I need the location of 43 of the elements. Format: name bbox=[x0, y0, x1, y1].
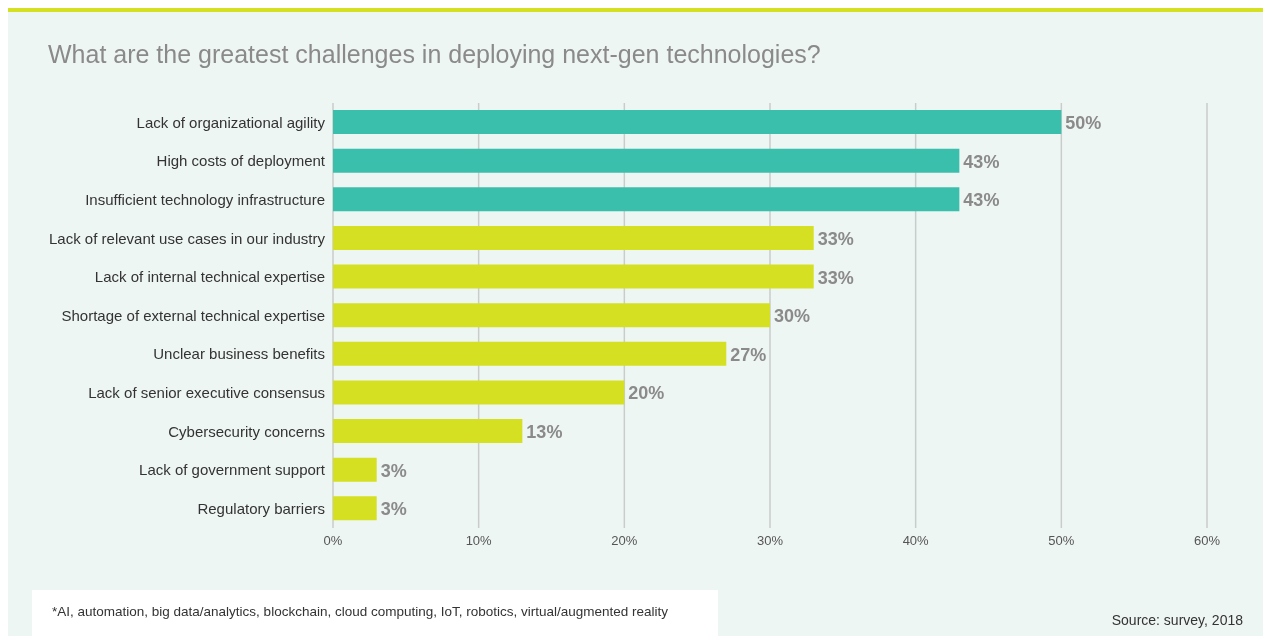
y-tick-label: Lack of organizational agility bbox=[136, 113, 326, 131]
text: *AI, automation, big data/analytics, blockchain, cloud computing, IoT, robotics, virtual/augmented reality bbox=[32, 590, 718, 638]
bar bbox=[333, 303, 770, 328]
bar bbox=[333, 341, 727, 366]
bar bbox=[333, 225, 814, 250]
x-tick-label: 60% bbox=[1193, 533, 1221, 549]
x-tick-label: 0% bbox=[323, 533, 343, 549]
data-label: 27% bbox=[730, 344, 767, 365]
data-label: 3% bbox=[380, 499, 407, 520]
source-note: Source: survey, 2018 bbox=[1111, 612, 1243, 628]
x-tick-label: 30% bbox=[756, 533, 784, 549]
bar bbox=[333, 110, 1062, 134]
y-tick-label: Unclear business benefits bbox=[153, 345, 325, 363]
bar bbox=[333, 496, 377, 521]
bar bbox=[333, 264, 814, 289]
data-label: 3% bbox=[380, 460, 407, 481]
data-label: 13% bbox=[526, 422, 563, 443]
data-label: 50% bbox=[1065, 113, 1102, 133]
bar bbox=[333, 187, 960, 212]
y-tick-label: Shortage of external technical expertise bbox=[61, 306, 325, 324]
y-tick-label: Lack of senior executive consensus bbox=[88, 384, 325, 402]
x-tick-label: 10% bbox=[465, 533, 493, 549]
data-label: 30% bbox=[774, 306, 811, 327]
y-tick-label: Cybersecurity concerns bbox=[168, 422, 325, 440]
y-tick-label: Lack of relevant use cases in our industry bbox=[49, 229, 326, 247]
data-label: 43% bbox=[963, 190, 1000, 211]
data-label: 33% bbox=[817, 228, 854, 249]
y-tick-label: Lack of internal technical expertise bbox=[94, 268, 325, 286]
data-label: 43% bbox=[963, 151, 1000, 172]
data-label: 33% bbox=[817, 267, 854, 288]
bar bbox=[333, 419, 523, 444]
x-tick-label: 50% bbox=[1048, 533, 1075, 549]
data-label: 20% bbox=[628, 383, 665, 404]
x-tick-label: 20% bbox=[611, 533, 638, 549]
bar bbox=[333, 380, 625, 405]
bar bbox=[333, 457, 377, 482]
y-tick-label: Regulatory barriers bbox=[197, 500, 325, 518]
bar bbox=[333, 148, 960, 173]
y-tick-label: Lack of government support bbox=[139, 461, 326, 479]
y-tick-label: High costs of deployment bbox=[156, 152, 326, 170]
chart-title: What are the greatest challenges in deploying next-gen technologies? bbox=[48, 40, 821, 69]
y-tick-label: Insufficient technology infrastructure bbox=[85, 190, 325, 208]
x-tick-label: 40% bbox=[902, 533, 930, 549]
